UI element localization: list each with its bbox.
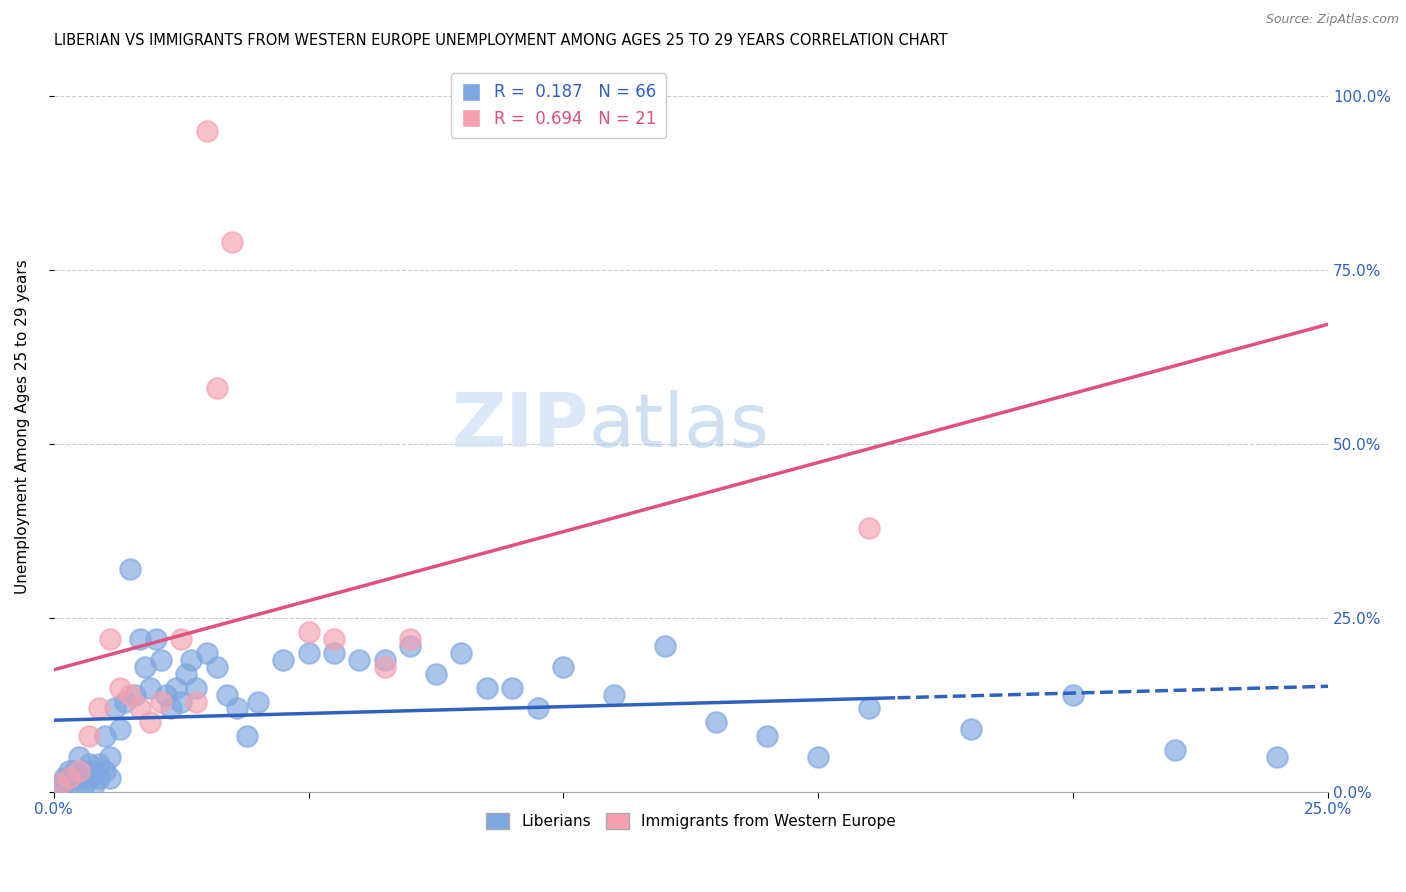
Point bbox=[73, 764, 96, 778]
Point bbox=[374, 653, 396, 667]
Point bbox=[58, 771, 80, 785]
Point bbox=[756, 729, 779, 743]
Point bbox=[1062, 688, 1084, 702]
Point bbox=[58, 764, 80, 778]
Point bbox=[236, 729, 259, 743]
Point bbox=[221, 235, 243, 250]
Point bbox=[323, 632, 346, 646]
Point bbox=[553, 659, 575, 673]
Point bbox=[858, 701, 880, 715]
Point bbox=[48, 778, 70, 792]
Point bbox=[450, 646, 472, 660]
Point bbox=[129, 632, 152, 646]
Point bbox=[246, 694, 269, 708]
Point bbox=[215, 688, 238, 702]
Point bbox=[654, 639, 676, 653]
Point bbox=[205, 382, 228, 396]
Point bbox=[1265, 750, 1288, 764]
Point bbox=[104, 701, 127, 715]
Point bbox=[186, 681, 208, 695]
Point bbox=[425, 666, 447, 681]
Point bbox=[93, 729, 115, 743]
Point bbox=[52, 778, 75, 792]
Point bbox=[205, 659, 228, 673]
Point bbox=[155, 688, 177, 702]
Point bbox=[527, 701, 550, 715]
Point bbox=[149, 694, 172, 708]
Point bbox=[399, 639, 422, 653]
Legend: Liberians, Immigrants from Western Europe: Liberians, Immigrants from Western Europ… bbox=[479, 807, 903, 836]
Point bbox=[165, 681, 187, 695]
Point bbox=[108, 723, 131, 737]
Point bbox=[174, 666, 197, 681]
Point bbox=[145, 632, 167, 646]
Point bbox=[195, 124, 218, 138]
Point bbox=[129, 701, 152, 715]
Point bbox=[399, 632, 422, 646]
Point bbox=[858, 520, 880, 534]
Point bbox=[186, 694, 208, 708]
Point bbox=[83, 764, 105, 778]
Point bbox=[139, 715, 162, 730]
Point bbox=[93, 764, 115, 778]
Point bbox=[180, 653, 202, 667]
Point bbox=[124, 688, 146, 702]
Text: LIBERIAN VS IMMIGRANTS FROM WESTERN EUROPE UNEMPLOYMENT AMONG AGES 25 TO 29 YEAR: LIBERIAN VS IMMIGRANTS FROM WESTERN EURO… bbox=[53, 33, 948, 48]
Point bbox=[170, 632, 193, 646]
Point bbox=[120, 562, 142, 576]
Point bbox=[195, 646, 218, 660]
Point bbox=[48, 778, 70, 792]
Point bbox=[149, 653, 172, 667]
Point bbox=[603, 688, 626, 702]
Point bbox=[89, 771, 111, 785]
Point bbox=[706, 715, 728, 730]
Point bbox=[374, 659, 396, 673]
Point bbox=[323, 646, 346, 660]
Point bbox=[52, 771, 75, 785]
Point bbox=[98, 771, 121, 785]
Point bbox=[98, 632, 121, 646]
Point bbox=[120, 688, 142, 702]
Point bbox=[297, 646, 319, 660]
Point bbox=[960, 723, 983, 737]
Point bbox=[807, 750, 830, 764]
Point bbox=[67, 771, 90, 785]
Point bbox=[139, 681, 162, 695]
Point bbox=[170, 694, 193, 708]
Point bbox=[108, 681, 131, 695]
Point bbox=[83, 778, 105, 792]
Point bbox=[79, 757, 101, 772]
Point bbox=[63, 764, 86, 778]
Point bbox=[58, 771, 80, 785]
Point bbox=[63, 778, 86, 792]
Point bbox=[475, 681, 498, 695]
Point bbox=[73, 778, 96, 792]
Point bbox=[297, 624, 319, 639]
Point bbox=[349, 653, 371, 667]
Y-axis label: Unemployment Among Ages 25 to 29 years: Unemployment Among Ages 25 to 29 years bbox=[15, 260, 30, 594]
Point bbox=[501, 681, 523, 695]
Point bbox=[79, 771, 101, 785]
Point bbox=[226, 701, 249, 715]
Point bbox=[79, 729, 101, 743]
Point bbox=[271, 653, 294, 667]
Point bbox=[67, 764, 90, 778]
Point bbox=[89, 757, 111, 772]
Point bbox=[67, 750, 90, 764]
Text: Source: ZipAtlas.com: Source: ZipAtlas.com bbox=[1265, 13, 1399, 27]
Point bbox=[89, 701, 111, 715]
Point bbox=[114, 694, 136, 708]
Point bbox=[98, 750, 121, 764]
Point bbox=[1164, 743, 1187, 757]
Text: ZIP: ZIP bbox=[451, 390, 589, 463]
Text: atlas: atlas bbox=[589, 390, 770, 463]
Point bbox=[160, 701, 183, 715]
Point bbox=[134, 659, 156, 673]
